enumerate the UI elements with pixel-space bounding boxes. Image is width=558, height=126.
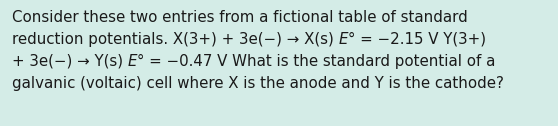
Text: E: E xyxy=(339,32,348,47)
Text: Consider these two entries from a fictional table of standard: Consider these two entries from a fictio… xyxy=(12,10,468,25)
Text: reduction potentials. X(3+) + 3e(−) → X(s): reduction potentials. X(3+) + 3e(−) → X(… xyxy=(12,32,339,47)
Text: ° = −0.47 V What is the standard potential of a: ° = −0.47 V What is the standard potenti… xyxy=(137,54,496,69)
Text: E: E xyxy=(128,54,137,69)
Text: + 3e(−) → Y(s): + 3e(−) → Y(s) xyxy=(12,54,128,69)
Text: ° = −2.15 V Y(3+): ° = −2.15 V Y(3+) xyxy=(348,32,486,47)
Text: galvanic (voltaic) cell where X is the anode and Y is the cathode?: galvanic (voltaic) cell where X is the a… xyxy=(12,76,504,91)
